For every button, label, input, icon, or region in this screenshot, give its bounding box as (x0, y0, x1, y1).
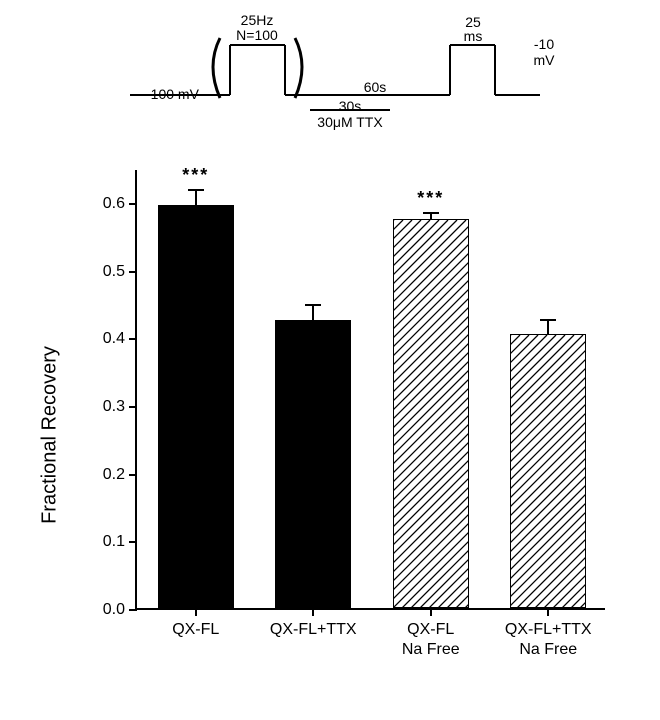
error-cap (540, 319, 556, 321)
bar (158, 205, 234, 608)
protocol-diagram: -100 mV 25Hz N=100 60s 30s 30μM TTX 25 m… (120, 10, 560, 140)
error-bar (195, 190, 197, 205)
train-n-label: N=100 (236, 27, 278, 43)
y-tick-label: 0.0 (103, 601, 125, 619)
y-tick (129, 474, 137, 476)
x-tick (312, 608, 314, 616)
y-tick (129, 609, 137, 611)
x-tick-label: QX-FL+TTXNa Free (505, 620, 592, 660)
ttx-conc-label: 30μM TTX (317, 114, 382, 130)
y-tick (129, 203, 137, 205)
error-cap (423, 212, 439, 214)
y-tick (129, 271, 137, 273)
error-bar (312, 305, 314, 320)
significance-marker: *** (182, 165, 209, 186)
y-tick-label: 0.5 (103, 263, 125, 281)
y-tick-label: 0.1 (103, 533, 125, 551)
x-tick (195, 608, 197, 616)
x-tick (547, 608, 549, 616)
error-cap (305, 304, 321, 306)
fractional-recovery-chart: Fractional Recovery 0.00.10.20.30.40.50.… (55, 160, 635, 710)
y-tick-label: 0.2 (103, 466, 125, 484)
y-tick (129, 406, 137, 408)
test-pulse-unit-label: ms (464, 28, 483, 44)
ttx-duration-label: 30s (339, 98, 362, 114)
final-voltage-label: -10 mV (528, 36, 560, 68)
error-cap (188, 189, 204, 191)
x-tick-label: QX-FLNa Free (402, 620, 460, 660)
x-tick-label: QX-FL+TTX (270, 620, 357, 640)
y-axis-label: Fractional Recovery (39, 346, 62, 524)
y-tick (129, 338, 137, 340)
y-tick (129, 541, 137, 543)
error-bar (547, 320, 549, 334)
plot-area: 0.00.10.20.30.40.50.6***QX-FLQX-FL+TTX**… (135, 170, 605, 610)
x-tick (430, 608, 432, 616)
bar (393, 219, 469, 608)
y-tick-label: 0.4 (103, 330, 125, 348)
significance-marker: *** (417, 188, 444, 209)
recovery-time-label: 60s (364, 79, 387, 95)
baseline-voltage-label: -100 mV (146, 86, 199, 102)
x-tick-label: QX-FL (172, 620, 219, 640)
bar (510, 334, 586, 608)
y-tick-label: 0.3 (103, 398, 125, 416)
train-freq-label: 25Hz (241, 12, 274, 28)
y-tick-label: 0.6 (103, 195, 125, 213)
bar (275, 320, 351, 608)
